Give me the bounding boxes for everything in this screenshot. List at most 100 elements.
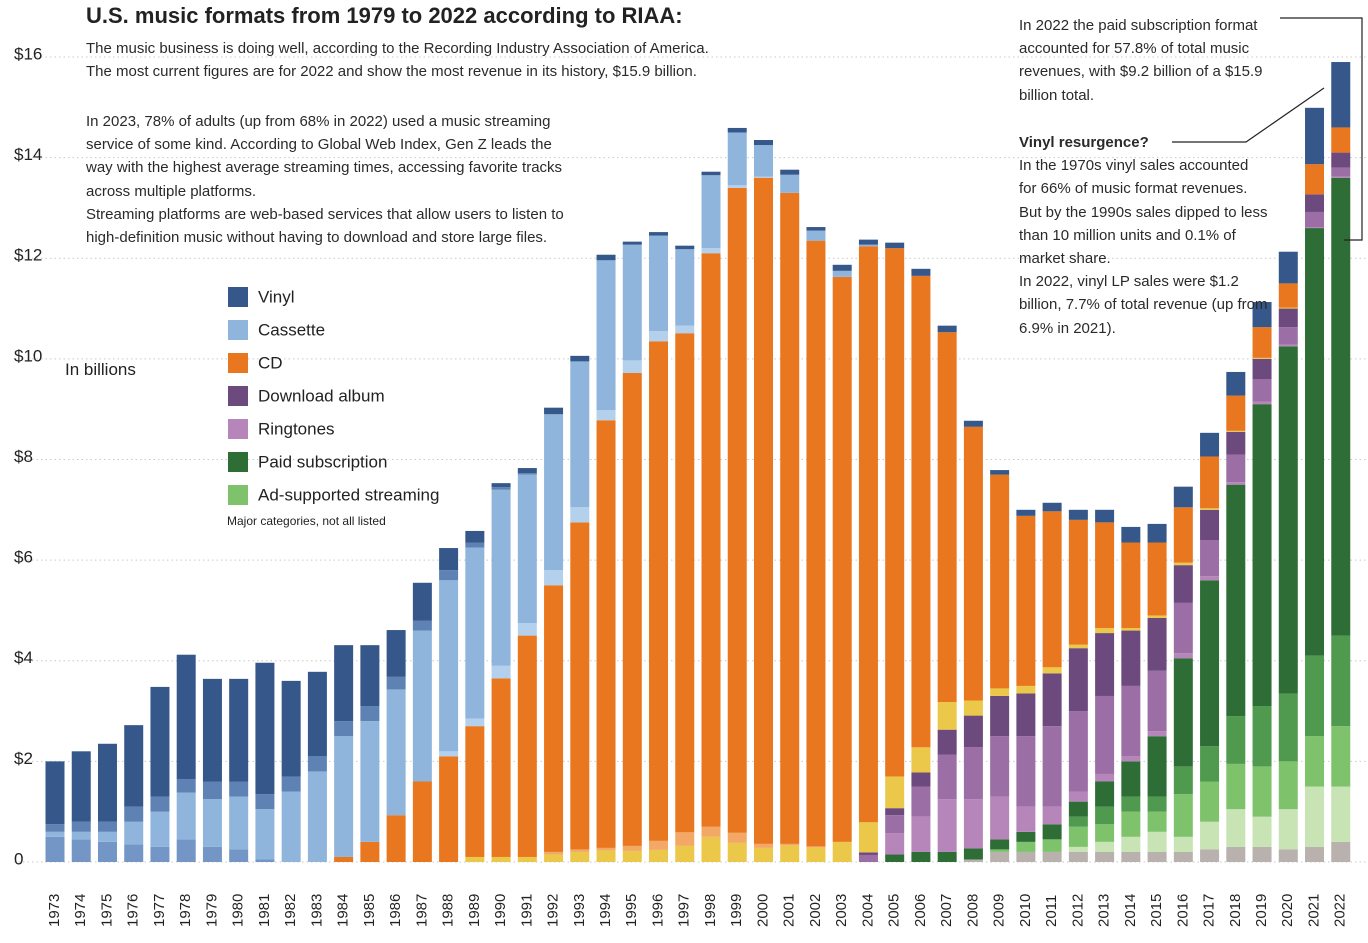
bar-segment — [1331, 786, 1351, 842]
bar-segment — [1068, 846, 1088, 852]
bar-segment — [439, 548, 459, 571]
x-tick-label: 1991 — [518, 894, 535, 927]
bar-segment — [229, 849, 249, 862]
x-tick-label: 2002 — [807, 894, 824, 927]
bar-segment — [1305, 655, 1325, 737]
bar-segment — [1095, 851, 1115, 862]
bar-segment — [1095, 806, 1115, 825]
bar-segment — [832, 264, 852, 271]
bar-segment — [832, 276, 852, 842]
bar-segment — [675, 245, 695, 250]
bar-segment — [1121, 761, 1141, 797]
bar-segment — [465, 542, 485, 548]
bar-segment — [202, 799, 222, 847]
bar-segment — [727, 832, 747, 843]
bar-segment — [990, 839, 1010, 850]
bar-segment — [412, 781, 432, 862]
bar-segment — [1095, 824, 1115, 842]
bar-segment — [753, 177, 773, 844]
x-tick-label: 2013 — [1096, 894, 1113, 927]
bar-segment — [701, 175, 721, 249]
bar-segment — [1173, 562, 1193, 566]
x-tick-label: 1983 — [308, 894, 325, 927]
bar-segment — [1278, 849, 1298, 862]
bar-segment — [1305, 786, 1325, 847]
bar-segment — [202, 678, 222, 782]
bar-segment — [281, 791, 301, 862]
bar-segment — [596, 850, 616, 862]
legend-swatch — [228, 419, 248, 439]
bar-segment — [491, 665, 511, 679]
bar-segment — [675, 249, 695, 326]
bar-segment — [1121, 630, 1141, 686]
bar-segment — [649, 849, 669, 862]
bar-segment — [1068, 801, 1088, 817]
bar-segment — [780, 169, 800, 175]
bar-segment — [858, 246, 878, 823]
bar-segment — [1278, 308, 1298, 328]
bar-segment — [596, 260, 616, 411]
bar-segment — [71, 839, 91, 862]
bar-segment — [727, 842, 747, 862]
x-tick-label: 1996 — [649, 894, 666, 927]
bar-segment — [911, 747, 931, 773]
bar-segment — [334, 856, 354, 862]
bar-segment — [1095, 509, 1115, 523]
bar-segment — [990, 695, 1010, 737]
bar-segment — [124, 725, 144, 807]
bar-segment — [45, 761, 65, 825]
bar-segment — [412, 582, 432, 621]
bar-segment — [1226, 763, 1246, 810]
bar-segment — [307, 671, 327, 757]
bar-segment — [1252, 379, 1272, 402]
legend: Vinyl Cassette CD Download album Ringtones Pa… — [228, 287, 439, 505]
bar-segment — [596, 410, 616, 421]
bar-segment — [1121, 851, 1141, 862]
bar-segment — [1173, 653, 1193, 659]
bar-segment — [649, 232, 669, 236]
bar-segment — [885, 242, 905, 249]
bar-segment — [963, 700, 983, 716]
bar-segment — [150, 796, 170, 812]
bar-segment — [1121, 542, 1141, 629]
bar-segment — [281, 680, 301, 777]
labels: 0 $2 $4 $6 $8 $10 $12 $14 $16 1973 1974 1975 1976 197… — [14, 44, 1349, 927]
y-tick-label: $8 — [14, 447, 33, 466]
x-tick-label: 2001 — [781, 894, 798, 927]
bar-segment — [885, 776, 905, 809]
bar-segment — [622, 845, 642, 851]
bar-segment — [885, 854, 905, 862]
bar-segment — [1042, 839, 1062, 852]
bar-segment — [1042, 726, 1062, 807]
x-tick-label: 1977 — [151, 894, 168, 927]
bar-segment — [1147, 851, 1167, 862]
bar-segment — [622, 850, 642, 862]
bar-segment — [858, 854, 878, 862]
legend-note: Major categories, not all listed — [227, 514, 386, 528]
bar-segment — [1331, 177, 1351, 636]
bar-segment — [1305, 194, 1325, 212]
bar-segment — [990, 688, 1010, 696]
bar-segment — [963, 420, 983, 427]
bar-segment — [1121, 756, 1141, 762]
x-tick-label: 2010 — [1017, 894, 1034, 927]
bar-segment — [1226, 809, 1246, 847]
bar-segment — [202, 846, 222, 862]
y-axis-label: In billions — [65, 360, 136, 379]
bar-segment — [727, 132, 747, 186]
bar-segment — [150, 686, 170, 797]
bar-segment — [1173, 565, 1193, 603]
x-tick-label: 1984 — [335, 894, 352, 927]
bar-segment — [1147, 731, 1167, 737]
bar-segment — [1200, 576, 1220, 581]
bar-segment — [1278, 809, 1298, 850]
bar-segment — [1147, 617, 1167, 671]
bar-segment — [1095, 773, 1115, 782]
bar-segment — [963, 715, 983, 748]
bar-segment — [780, 843, 800, 846]
bar-segment — [1305, 227, 1325, 229]
annotation: In 2022 the paid subscription format acc… — [1019, 17, 1263, 104]
bar-segment — [1095, 628, 1115, 634]
bar-segment — [701, 826, 721, 837]
x-tick-label: 2005 — [886, 894, 903, 927]
